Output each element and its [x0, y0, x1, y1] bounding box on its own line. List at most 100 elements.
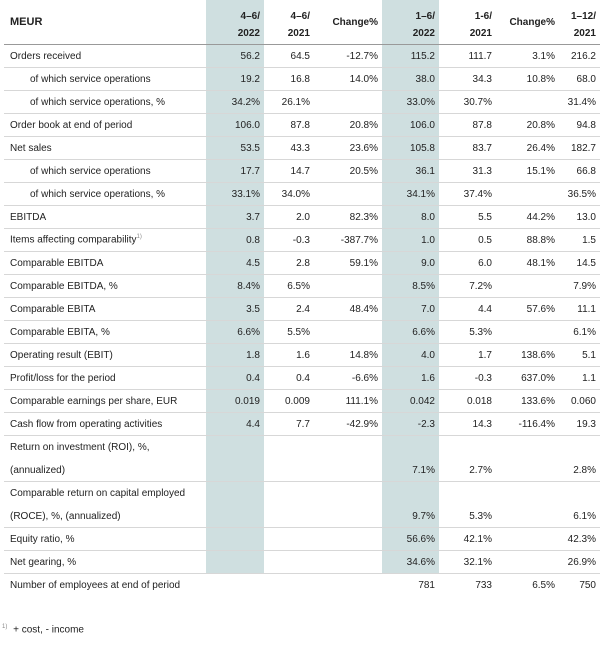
footnote-text: + cost, - income [13, 624, 84, 636]
table-cell: 0.8 [206, 228, 264, 252]
table-cell: 36.1 [382, 159, 439, 183]
table-cell [496, 481, 559, 505]
table-row: of which service operations, % 34.2% 26.1%… [4, 90, 600, 114]
table-cell [206, 527, 264, 551]
column-header-year: 2021 [439, 22, 496, 45]
table-cell: 94.8 [559, 113, 600, 137]
column-header-year: 2022 [206, 22, 264, 45]
table-cell: 6.5% [496, 573, 559, 596]
table-cell: 19.3 [559, 412, 600, 436]
table-cell: 33.1% [206, 182, 264, 206]
table-cell: 26.1% [264, 90, 314, 114]
table-cell: 0.4 [264, 366, 314, 390]
table-cell: 13.0 [559, 205, 600, 229]
table-cell [496, 320, 559, 344]
column-header-change: Change% [496, 0, 559, 45]
table-cell [206, 550, 264, 574]
row-label: Comparable return on capital employed [4, 481, 206, 505]
table-cell [496, 274, 559, 298]
table-cell: 106.0 [382, 113, 439, 137]
table-cell: 64.5 [290, 50, 310, 62]
table-cell: 4.0 [382, 343, 439, 367]
table-cell: 1.8 [206, 343, 264, 367]
row-label: Comparable EBITDA [4, 251, 206, 275]
table-row: (ROCE), %, (annualized) 9.7% 5.3% 6.1% [4, 505, 600, 528]
table-cell: 14.3 [439, 412, 496, 436]
table-cell [496, 505, 559, 528]
table-cell: 8.4% [206, 274, 264, 298]
row-label: Net sales [4, 136, 206, 160]
column-header-top: 4–6/ [290, 11, 310, 22]
table-cell: 2.7% [469, 464, 492, 476]
table-cell [314, 459, 382, 482]
table-cell: 59.1% [314, 251, 382, 275]
row-label: Equity ratio, % [4, 527, 206, 551]
table-cell: 87.8 [439, 113, 496, 137]
table-cell [439, 481, 496, 505]
table-row: EBITDA 3.7 2.0 82.3% 8.0 5.5 44.2% 13.0 [4, 205, 600, 229]
table-cell [559, 435, 600, 459]
table-row: of which service operations, % 33.1% 34.0%… [4, 182, 600, 206]
table-cell [264, 573, 314, 596]
table-cell: -0.3 [264, 228, 314, 252]
table-cell: 16.8 [264, 67, 314, 91]
table-row: Comparable return on capital employed [4, 481, 600, 505]
table-cell: 48.1% [496, 251, 559, 275]
table-row: Cash flow from operating activities 4.4 7.… [4, 412, 600, 436]
table-cell: 111.7 [468, 50, 492, 62]
column-header-year: 2022 [382, 22, 439, 45]
table-cell: 0.060 [559, 389, 600, 413]
table-cell: 9.7% [412, 510, 435, 522]
table-cell [314, 527, 382, 551]
table-cell [264, 505, 314, 528]
table-cell: 15.1% [496, 159, 559, 183]
table-cell: 82.3% [314, 205, 382, 229]
table-cell: 2.8% [573, 464, 596, 476]
row-label: Comparable earnings per share, EUR [4, 389, 206, 413]
row-label: (annualized) [10, 464, 66, 476]
table-row: Net sales 53.5 43.3 23.6% 105.8 83.7 26.4% 182.… [4, 136, 600, 160]
table-cell: 6.6% [206, 320, 264, 344]
table-row: Return on investment (ROI), %, [4, 435, 600, 459]
table-cell: 133.6% [496, 389, 559, 413]
table-cell: -0.3 [439, 366, 496, 390]
table-cell [314, 274, 382, 298]
table-cell: 32.1% [439, 550, 496, 574]
table-cell [264, 459, 314, 482]
table-cell [496, 182, 559, 206]
table-cell: -2.3 [382, 412, 439, 436]
table-cell: 56.2 [240, 50, 260, 62]
table-cell: 36.5% [559, 182, 600, 206]
table-cell: 2.4 [264, 297, 314, 321]
table-row: Comparable EBITA 3.5 2.4 48.4% 7.0 4.4 57.6% 11… [4, 297, 600, 321]
table-cell [314, 320, 382, 344]
table-cell: 30.7% [439, 90, 496, 114]
table-cell: 14.5 [559, 251, 600, 275]
row-label: Profit/loss for the period [4, 366, 206, 390]
table-cell: 1.5 [559, 228, 600, 252]
table-cell: 216.2 [570, 50, 596, 62]
table-cell [439, 435, 496, 459]
table-cell: 34.1% [382, 182, 439, 206]
table-cell: 182.7 [559, 136, 600, 160]
row-label: Comparable EBITA, % [4, 320, 206, 344]
column-header-top: 1–6/ [415, 11, 435, 22]
column-header-year: 2021 [559, 22, 600, 45]
table-row: Orders received 56.2 64.5 -12.7% 115.2 111.7 3… [4, 45, 600, 68]
table-cell: 4.4 [206, 412, 264, 436]
table-cell: 34.6% [382, 550, 439, 574]
table-cell: 57.6% [496, 297, 559, 321]
row-label: of which service operations, % [4, 182, 206, 206]
table-cell: 733 [439, 573, 496, 596]
table-cell: 53.5 [206, 136, 264, 160]
table-cell: 56.6% [382, 527, 439, 551]
table-cell: 1.0 [382, 228, 439, 252]
row-label: Return on investment (ROI), %, [4, 435, 206, 459]
table-cell [314, 573, 382, 596]
table-cell [496, 459, 559, 482]
header-row-top: MEUR 4–6/ 4–6/ Change% 1–6/ 1-6/ Change%… [4, 0, 600, 45]
row-label: Cash flow from operating activities [4, 412, 206, 436]
footnote: 1) + cost, - income [2, 624, 84, 635]
table-cell: 48.4% [314, 297, 382, 321]
table-cell: 1.1 [559, 366, 600, 390]
